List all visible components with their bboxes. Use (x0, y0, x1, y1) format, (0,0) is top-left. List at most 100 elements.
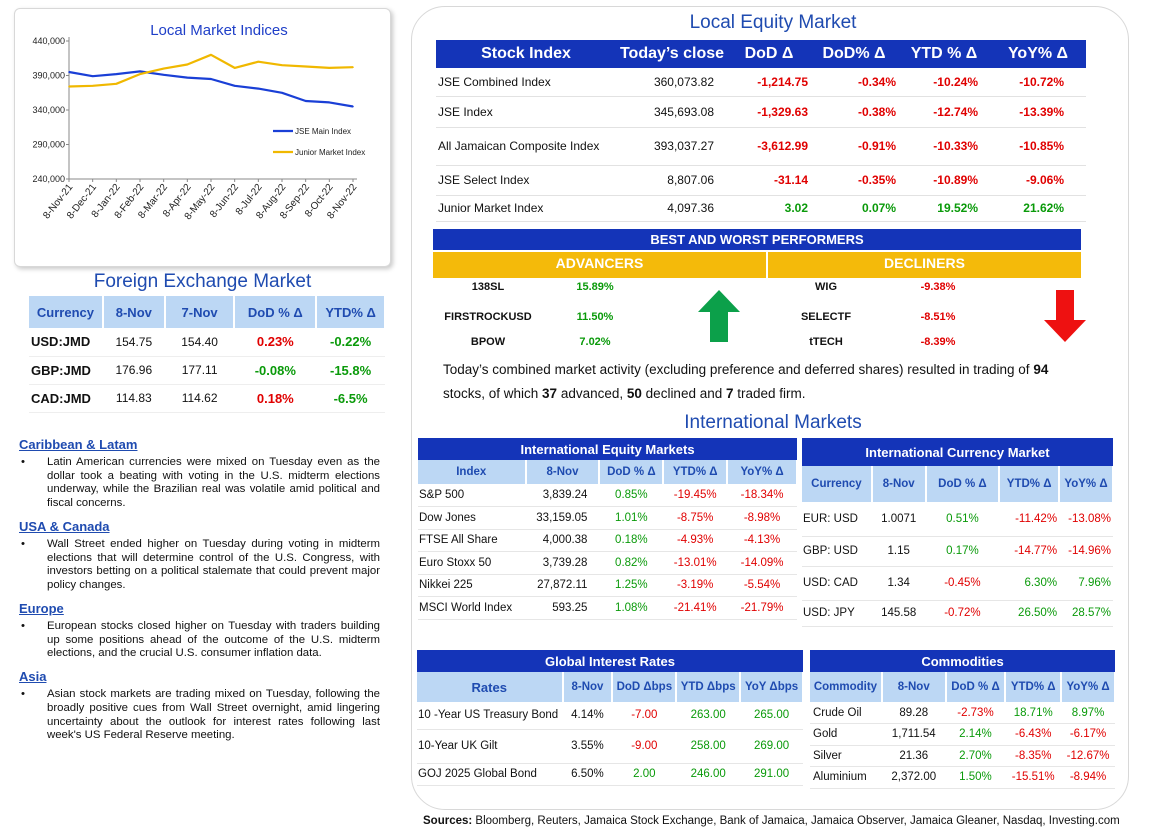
ie-yoy: -4.13% (727, 529, 797, 552)
intl-equity-table: International Equity Markets Index 8-Nov… (418, 438, 798, 620)
y-tick-label: 390,000 (32, 71, 65, 81)
commodity-dod: 2.14% (945, 723, 1006, 746)
decliner-symbol: SELECTF (800, 311, 852, 323)
summary-text: stocks, of which (443, 386, 543, 401)
equity-yoy: -10.72% (990, 68, 1086, 97)
ie-dod: 1.08% (599, 596, 664, 620)
commodity-name: Silver (810, 745, 882, 767)
data-point (304, 65, 307, 68)
equity-header: Today’s close (616, 40, 728, 68)
ie-header: 8-Nov (525, 460, 601, 484)
equity-dodp: -0.34% (810, 68, 898, 97)
commodity-ytd: -15.51% (1005, 766, 1062, 789)
advancer-pct: 15.89% (576, 281, 614, 293)
equity-name: Junior Market Index (436, 195, 616, 222)
equity-yoy: 21.62% (990, 195, 1086, 222)
fx-rate: 176.96 (102, 356, 165, 385)
commodity-header: DoD % Δ (945, 672, 1007, 702)
rates-row: 10 -Year US Treasury Bond 4.14% -7.00 263.0… (417, 702, 803, 730)
commodity-ytd: -8.35% (1005, 745, 1062, 767)
fx-body: USD:JMD 154.75 154.40 0.23% -0.22% GBP:JMD 176… (29, 328, 385, 413)
commodity-name: Aluminium (810, 766, 882, 789)
series-line-junior-market (68, 53, 354, 88)
ie-ytd: -3.19% (663, 574, 728, 597)
rates-name: 10-Year UK Gilt (417, 729, 563, 764)
equity-dod: 3.02 (728, 195, 810, 222)
ie-name: Euro Stoxx 50 (418, 551, 526, 575)
fx-table: Currency 8-Nov 7-Nov DoD % Δ YTD% Δ USD:… (29, 296, 386, 413)
ie-dod: 0.82% (599, 551, 664, 575)
news-item: • European stocks closed higher on Tuesda… (19, 620, 380, 661)
advancer-row: 138SL 15.89% (433, 281, 673, 297)
summary-text: Today’s combined market activity (exclud… (443, 362, 1034, 377)
rates-header: DoD Δbps (612, 672, 678, 702)
ic-ytd: -14.77% (999, 536, 1060, 567)
intl-currency-body: EUR: USD 1.0071 0.51% -11.42% -13.08% GBP: US… (802, 502, 1113, 627)
advancers-header: ADVANCERS (433, 252, 766, 278)
equity-row: Junior Market Index 4,097.36 3.02 0.07% 19.5… (436, 195, 1086, 222)
data-point (91, 75, 94, 77)
ie-value: 27,872.11 (525, 574, 600, 597)
equity-row: JSE Combined Index 360,073.82 -1,214.75 -0.… (436, 68, 1086, 97)
commodity-name: Gold (810, 723, 882, 746)
commodity-header: 8-Nov (881, 672, 947, 702)
ie-row: Dow Jones 33,159.05 1.01% -8.75% -8.98% (418, 506, 797, 530)
fx-ytd: -6.5% (316, 384, 385, 413)
ie-row: Nikkei 225 27,872.11 1.25% -3.19% -5.54% (418, 574, 797, 597)
commodity-yoy: -8.94% (1061, 766, 1115, 789)
local-market-indices-chart: Local Market Indices 440,000 390,000 340,00… (14, 8, 391, 267)
news-text: Asian stock markets are trading mixed on… (47, 687, 380, 742)
ic-name: USD: JPY (802, 600, 872, 627)
decliner-symbol: tTECH (809, 336, 843, 348)
summary-text: advanced, (557, 386, 627, 401)
advancer-symbol: BPOW (470, 336, 506, 348)
equity-dod: -3,612.99 (728, 127, 810, 166)
data-point (115, 73, 118, 75)
commodities-caption: Commodities (810, 650, 1115, 672)
chart-title: Local Market Indices (150, 22, 288, 39)
ic-value: 1.0071 (871, 502, 926, 537)
data-point (257, 87, 260, 90)
data-point (91, 85, 94, 87)
news-heading[interactable]: Caribbean & Latam (19, 437, 138, 452)
equity-dod: -1,214.75 (728, 68, 810, 97)
rates-ytd: 263.00 (676, 702, 741, 730)
ie-name: Nikkei 225 (418, 574, 526, 597)
ic-row: USD: CAD 1.34 -0.45% 6.30% 7.96% (802, 566, 1113, 601)
equity-body: JSE Combined Index 360,073.82 -1,214.75 -0.… (436, 68, 1086, 222)
ie-ytd: -13.01% (663, 551, 728, 575)
rates-caption: Global Interest Rates (417, 650, 803, 672)
equity-ytd: -12.74% (898, 96, 990, 128)
rates-value: 6.50% (562, 763, 613, 786)
equity-header: DoD% Δ (810, 40, 898, 68)
equity-name: JSE Select Index (436, 165, 616, 196)
equity-yoy: -9.06% (990, 165, 1086, 196)
fx-title: Foreign Exchange Market (93, 271, 312, 292)
commodity-header: YoY% Δ (1061, 672, 1116, 702)
fx-row: GBP:JMD 176.96 177.11 -0.08% -15.8% (29, 356, 385, 385)
fx-rate: 114.83 (102, 384, 165, 413)
ic-dod: 0.17% (925, 536, 1000, 567)
ie-value: 33,159.05 (525, 506, 600, 530)
ic-row: USD: JPY 145.58 -0.72% 26.50% 28.57% (802, 600, 1113, 627)
news-heading[interactable]: Asia (19, 669, 47, 685)
ie-value: 4,000.38 (525, 529, 600, 552)
fx-currency: USD:JMD (29, 328, 103, 357)
rates-yoy: 291.00 (740, 763, 803, 786)
international-title: International Markets (684, 412, 862, 433)
rates-value: 4.14% (562, 702, 613, 730)
ie-row: FTSE All Share 4,000.38 0.18% -4.93% -4.13% (418, 529, 797, 552)
summary-advanced: 37 (542, 386, 558, 401)
equity-yoy: -13.39% (990, 96, 1086, 128)
advancer-pct: 7.02% (579, 336, 611, 348)
fx-rate: 114.62 (164, 384, 235, 413)
data-point (68, 85, 70, 88)
commodity-ytd: -6.43% (1005, 723, 1062, 746)
news-heading[interactable]: Europe (19, 600, 64, 616)
rates-header: YTD Δbps (676, 672, 742, 702)
summary-total: 94 (1033, 362, 1049, 377)
intl-currency-table: International Currency Market Currency 8… (802, 438, 1114, 627)
news-heading[interactable]: USA & Canada (19, 518, 110, 534)
ie-name: FTSE All Share (418, 529, 526, 552)
commodity-value: 2,372.00 (881, 766, 946, 789)
